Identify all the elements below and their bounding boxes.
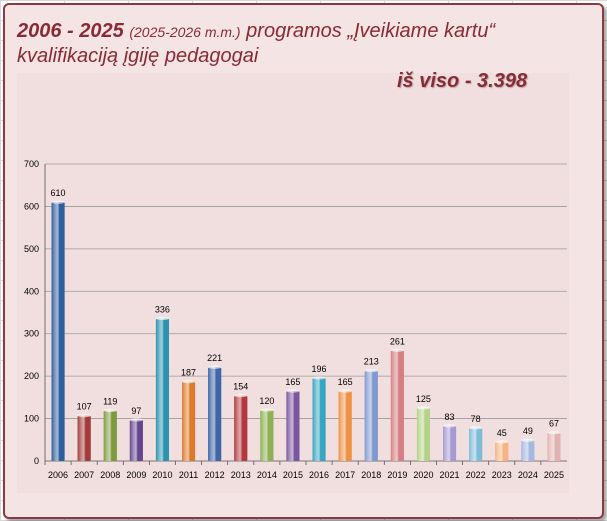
chart-title: 2006 - 2025 (2025-2026 m.m.) programos „… bbox=[17, 19, 597, 68]
bar-cap bbox=[208, 365, 222, 369]
bar-cap bbox=[469, 426, 483, 430]
data-label: 125 bbox=[416, 394, 431, 404]
bar-cap bbox=[390, 348, 404, 352]
x-tick-label: 2024 bbox=[518, 470, 538, 480]
bar-cap bbox=[234, 394, 248, 398]
data-label: 196 bbox=[312, 364, 327, 374]
y-tick-label: 500 bbox=[24, 244, 39, 254]
bar-shine-2020 bbox=[416, 407, 430, 461]
x-tick-label: 2018 bbox=[361, 470, 381, 480]
bar-shine-2013 bbox=[234, 395, 248, 461]
bar-shine-2017 bbox=[338, 390, 352, 461]
data-label: 49 bbox=[523, 426, 533, 436]
x-tick-label: 2007 bbox=[74, 470, 94, 480]
data-label: 67 bbox=[549, 419, 559, 429]
total-count: iš viso - 3.398 bbox=[397, 70, 528, 92]
x-tick-label: 2011 bbox=[179, 470, 198, 480]
x-tick-label: 2008 bbox=[100, 470, 120, 480]
y-tick-label: 700 bbox=[24, 159, 39, 169]
x-tick-label: 2012 bbox=[205, 470, 225, 480]
y-tick-label: 600 bbox=[24, 201, 39, 211]
bar-cap bbox=[338, 389, 352, 393]
bar-cap bbox=[103, 408, 117, 413]
data-label: 107 bbox=[77, 402, 92, 412]
data-label: 336 bbox=[155, 304, 170, 314]
data-label: 165 bbox=[285, 377, 300, 387]
bar-cap bbox=[364, 369, 378, 373]
title-program: programos „Įveikiame kartu“ bbox=[246, 20, 496, 42]
data-label: 83 bbox=[445, 412, 455, 422]
y-tick-label: 300 bbox=[24, 329, 39, 339]
bar-shine-2012 bbox=[208, 367, 222, 461]
data-label: 213 bbox=[364, 357, 379, 367]
x-tick-label: 2013 bbox=[231, 470, 251, 480]
bar-shine-2016 bbox=[312, 377, 326, 461]
bar-shine-2019 bbox=[390, 350, 404, 461]
bar-shine-2024 bbox=[521, 440, 535, 461]
bar-shine-2022 bbox=[469, 427, 483, 461]
y-tick-label: 200 bbox=[24, 371, 39, 381]
bar-shine-2021 bbox=[443, 425, 457, 461]
bar-shine-2006 bbox=[51, 202, 65, 461]
x-tick-label: 2017 bbox=[335, 470, 355, 480]
x-tick-label: 2015 bbox=[283, 470, 303, 480]
bar-shine-2018 bbox=[364, 370, 378, 461]
bar-shine-2009 bbox=[129, 419, 143, 461]
bar-shine-2008 bbox=[103, 410, 117, 461]
bar-cap bbox=[51, 200, 65, 204]
bar-shine-2011 bbox=[182, 381, 196, 461]
bar-cap bbox=[547, 430, 561, 435]
bar-cap bbox=[182, 380, 196, 384]
data-label: 78 bbox=[471, 414, 481, 424]
data-label: 610 bbox=[51, 188, 66, 198]
x-tick-label: 2022 bbox=[466, 470, 486, 480]
bar-shine-2007 bbox=[77, 415, 91, 461]
bar-cap bbox=[260, 408, 274, 412]
x-tick-label: 2021 bbox=[440, 470, 460, 480]
bar-cap bbox=[443, 424, 457, 428]
data-label: 165 bbox=[338, 377, 353, 387]
bar-cap bbox=[286, 389, 300, 393]
data-label: 261 bbox=[390, 336, 405, 346]
title-line2: kvalifikaciją įgiję pedagogai bbox=[17, 45, 259, 67]
bar-shine-2015 bbox=[286, 390, 300, 461]
chart-frame[interactable]: 2006 - 2025 (2025-2026 m.m.) programos „… bbox=[3, 3, 604, 519]
bar-cap bbox=[521, 438, 535, 442]
data-label: 119 bbox=[103, 397, 117, 407]
data-label: 187 bbox=[181, 368, 196, 378]
x-tick-label: 2025 bbox=[544, 470, 564, 480]
title-paren: (2025-2026 m.m.) bbox=[129, 24, 241, 40]
y-tick-label: 0 bbox=[34, 456, 39, 466]
bar-shine-2010 bbox=[155, 318, 169, 461]
bar-cap bbox=[155, 316, 169, 321]
bar-cap bbox=[495, 440, 509, 444]
x-tick-label: 2010 bbox=[152, 470, 172, 480]
bar-chart: 0 100 200 300 400 500 600 700 610 2006 107 2007 119 2… bbox=[24, 159, 567, 480]
data-label: 45 bbox=[497, 428, 507, 438]
x-tick-label: 2019 bbox=[387, 470, 407, 480]
x-tick-label: 2014 bbox=[257, 470, 277, 480]
bar-shine-2023 bbox=[495, 441, 509, 461]
x-tick-label: 2016 bbox=[309, 470, 329, 480]
plot-area: 0 100 200 300 400 500 600 700 610 2006 107 2007 119 2… bbox=[17, 73, 569, 493]
x-tick-label: 2006 bbox=[48, 470, 68, 480]
x-tick-label: 2023 bbox=[492, 470, 512, 480]
data-label: 97 bbox=[131, 406, 141, 416]
data-label: 221 bbox=[207, 353, 222, 363]
x-tick-label: 2009 bbox=[126, 470, 146, 480]
bar-cap bbox=[129, 418, 143, 422]
x-tick-label: 2020 bbox=[413, 470, 433, 480]
y-tick-label: 400 bbox=[24, 286, 39, 296]
bar-cap bbox=[77, 414, 91, 418]
bar-cap bbox=[312, 376, 326, 380]
bar-shine-2014 bbox=[260, 410, 274, 461]
bar-cap bbox=[416, 406, 430, 410]
bar-shine-2025 bbox=[547, 432, 561, 461]
y-tick-label: 100 bbox=[24, 414, 39, 424]
title-years: 2006 - 2025 bbox=[17, 20, 124, 42]
data-label: 120 bbox=[259, 396, 274, 406]
data-label: 154 bbox=[233, 382, 248, 392]
